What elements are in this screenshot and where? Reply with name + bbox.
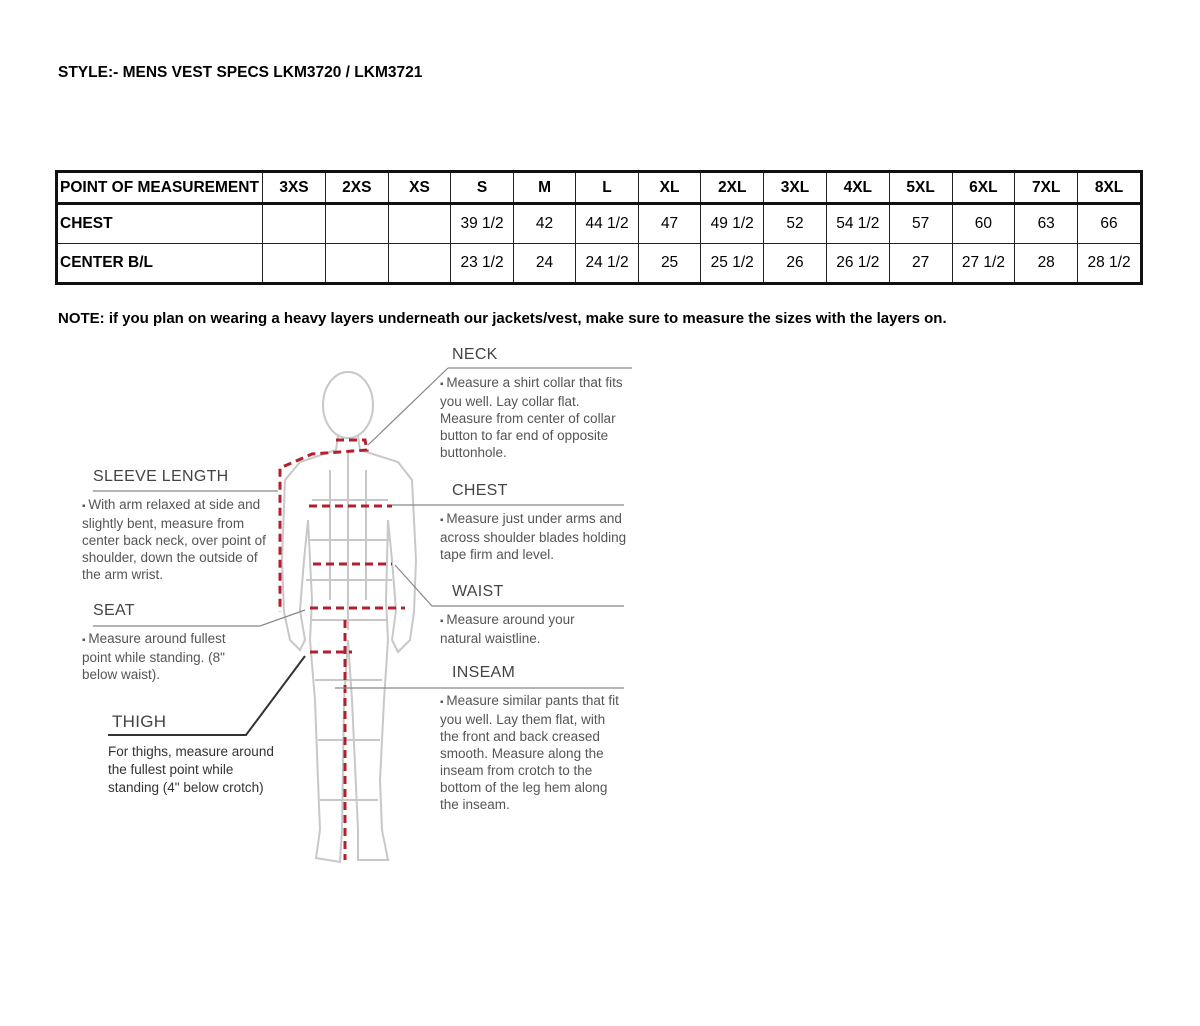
column-header: XL: [637, 170, 702, 205]
inseam-label: INSEAM: [452, 664, 516, 681]
measure-lines: [278, 438, 405, 860]
column-header: 6XL: [951, 170, 1016, 205]
row-label: CHEST: [55, 203, 264, 244]
table-cell: [387, 203, 452, 244]
thigh-label: THIGH: [112, 712, 167, 731]
leader-lines: [93, 367, 632, 689]
table-cell: 27: [888, 243, 953, 284]
column-header: 3XS: [262, 170, 326, 205]
column-header: 4XL: [825, 170, 890, 205]
column-header: XS: [387, 170, 452, 205]
table-cell: 26 1/2: [825, 243, 890, 284]
table-cell: 28 1/2: [1077, 243, 1142, 284]
page-title: STYLE:- MENS VEST SPECS LKM3720 / LKM372…: [58, 64, 423, 81]
table-cell: 42: [512, 203, 577, 244]
column-header: 7XL: [1014, 170, 1079, 205]
table-cell: 57: [888, 203, 953, 244]
table-cell: 28: [1014, 243, 1079, 284]
table-cell: 44 1/2: [575, 203, 639, 244]
table-cell: 47: [637, 203, 702, 244]
table-cell: 52: [763, 203, 827, 244]
table-cell: 66: [1077, 203, 1142, 244]
table-cell: [324, 243, 389, 284]
chest-text: Measure just under arms and across shoul…: [440, 510, 630, 563]
column-header: 8XL: [1077, 170, 1142, 205]
table-cell: 26: [763, 243, 827, 284]
sleeve-length-label: SLEEVE LENGTH: [93, 468, 229, 485]
table-cell: 25: [637, 243, 702, 284]
column-header: L: [575, 170, 639, 205]
column-header: 2XS: [324, 170, 389, 205]
table-cell: 24: [512, 243, 577, 284]
neck-label: NECK: [452, 346, 498, 363]
table-row: CHEST 39 1/2 42 44 1/2 47 49 1/2 52 54 1/2 57 60 6…: [55, 203, 1142, 244]
table-cell: [262, 203, 326, 244]
seat-text: Measure around fullest point while stand…: [82, 630, 247, 683]
table-cell: [262, 243, 326, 284]
column-header: 2XL: [700, 170, 765, 205]
table-cell: 23 1/2: [450, 243, 514, 284]
table-header-row: POINT OF MEASUREMENT 3XS 2XS XS S M L XL 2XL 3XL 4…: [55, 170, 1142, 205]
table-cell: 24 1/2: [575, 243, 639, 284]
table-cell: 39 1/2: [450, 203, 514, 244]
human-figure-outline: [280, 371, 418, 864]
thigh-text: For thighs, measure around the fullest p…: [108, 744, 274, 795]
inseam-text: Measure similar pants that fit you well.…: [440, 692, 625, 813]
row-label: CENTER B/L: [55, 243, 264, 284]
column-header: S: [450, 170, 514, 205]
table-cell: 54 1/2: [825, 203, 890, 244]
layering-note: NOTE: if you plan on wearing a heavy lay…: [58, 310, 947, 327]
waist-label: WAIST: [452, 583, 504, 600]
seat-label: SEAT: [93, 602, 135, 619]
waist-text: Measure around your natural waistline.: [440, 611, 600, 647]
sleeve-length-text: With arm relaxed at side and slightly be…: [82, 496, 267, 583]
column-header: 3XL: [763, 170, 827, 205]
chest-label: CHEST: [452, 482, 508, 499]
column-header: M: [512, 170, 577, 205]
table-cell: 63: [1014, 203, 1079, 244]
table-cell: [324, 203, 389, 244]
neck-text: Measure a shirt collar that fits you wel…: [440, 374, 630, 461]
table-cell: 27 1/2: [951, 243, 1016, 284]
size-spec-table: POINT OF MEASUREMENT 3XS 2XS XS S M L XL 2XL 3XL 4…: [55, 170, 1143, 285]
column-header: POINT OF MEASUREMENT: [55, 170, 264, 205]
table-cell: 25 1/2: [700, 243, 765, 284]
column-header: 5XL: [888, 170, 953, 205]
thigh-leader-line: [108, 655, 306, 736]
table-row: CENTER B/L 23 1/2 24 24 1/2 25 25 1/2 26 26 1/2…: [55, 243, 1142, 284]
